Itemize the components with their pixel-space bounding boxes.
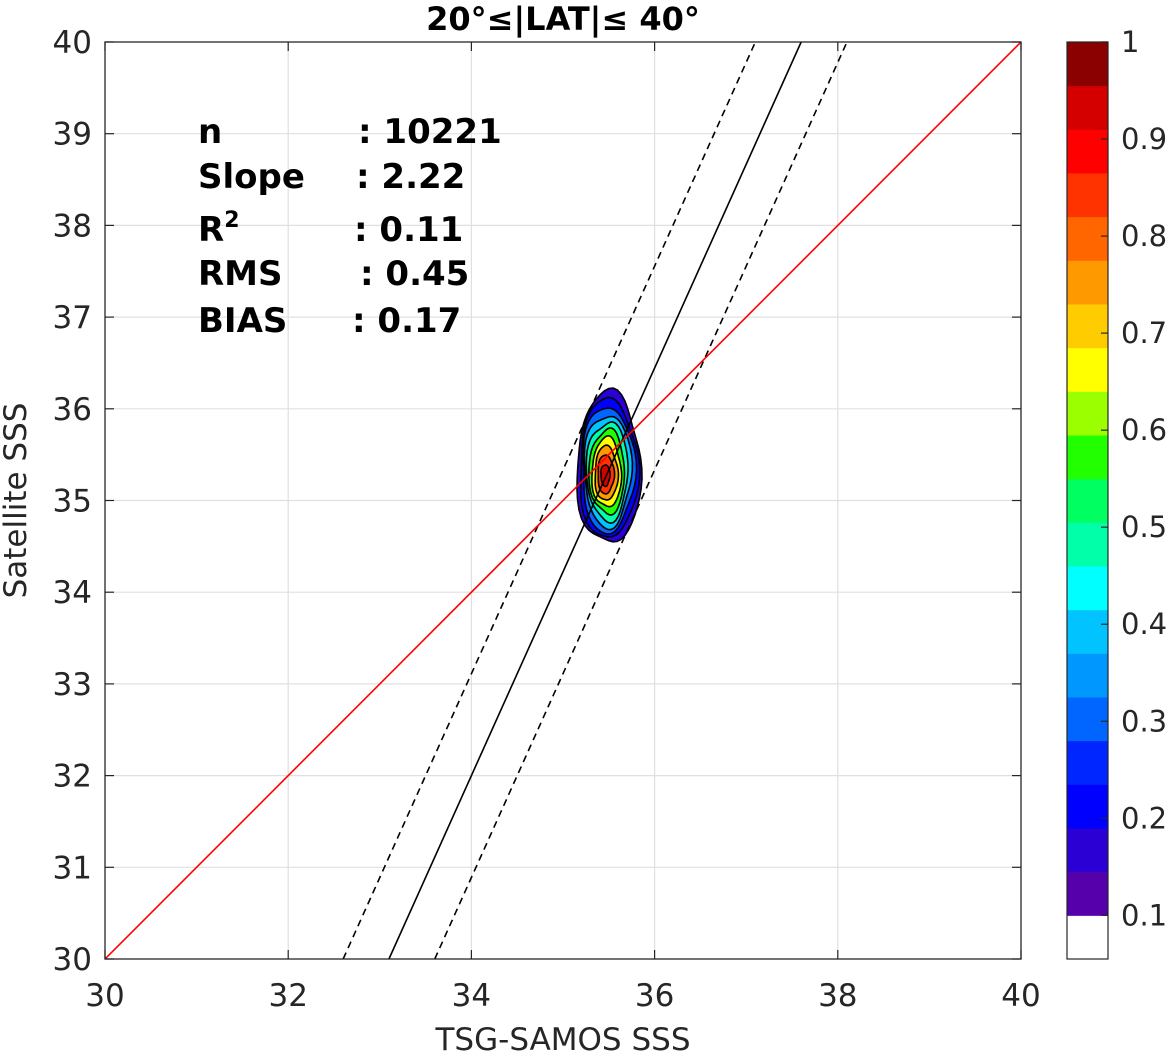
stat-label: RMS: [198, 254, 283, 294]
stat-label: n: [198, 112, 222, 152]
colorbar-segment: [1067, 173, 1108, 218]
stats-annotation: n : 10221 Slope : 2.22 R2 : 0.11 RMS : 0.45 BIAS…: [198, 112, 502, 341]
colorbar-tick-label: 0.6: [1121, 413, 1167, 447]
x-tick-label: 34: [452, 978, 491, 1014]
x-tick-labels: 30 32 34 36 38 40: [85, 978, 1040, 1014]
colorbar: 0.1 0.2 0.3 0.4 0.5 0.6 0.7 0.8 0.9 1: [1066, 25, 1167, 960]
y-tick-label: 34: [53, 575, 92, 611]
colorbar-segment: [1067, 391, 1108, 436]
y-tick-label: 32: [53, 759, 92, 795]
colorbar-segment: [1067, 609, 1108, 654]
colorbar-segment: [1067, 216, 1108, 261]
y-tick-label: 38: [53, 208, 92, 244]
stat-label: BIAS: [198, 301, 287, 341]
y-tick-label: 31: [53, 850, 92, 886]
colorbar-segment: [1067, 478, 1108, 523]
colorbar-segment: [1067, 697, 1108, 742]
stat-value: : 2.22: [356, 157, 465, 197]
y-tick-label: 40: [53, 25, 92, 61]
x-tick-label: 38: [818, 978, 857, 1014]
colorbar-tick-label: 0.9: [1121, 122, 1167, 156]
colorbar-tick-label: 0.1: [1121, 898, 1167, 932]
grid: [105, 42, 1021, 959]
colorbar-segment: [1067, 566, 1108, 611]
x-tick-label: 30: [85, 978, 124, 1014]
stat-label: Slope: [198, 157, 305, 197]
colorbar-segment: [1067, 828, 1108, 873]
stat-value: : 0.17: [352, 301, 461, 341]
colorbar-segment: [1067, 85, 1108, 130]
colorbar-segment: [1067, 915, 1108, 960]
stat-value: : 0.11: [354, 210, 463, 250]
chart-title: 20°≤|LAT|≤ 40°: [426, 0, 700, 39]
y-tick-label: 37: [53, 300, 92, 336]
colorbar-segment: [1067, 435, 1108, 480]
colorbar-frame: [1066, 41, 1109, 960]
stat-label: R2: [198, 208, 240, 250]
colorbar-segment: [1067, 304, 1108, 349]
fit-lines: [105, 42, 1021, 959]
x-tick-label: 32: [268, 978, 307, 1014]
stat-value: : 10221: [358, 112, 502, 152]
y-axis-label: Satellite SSS: [0, 403, 34, 599]
stat-label-superscript: 2: [224, 208, 239, 233]
colorbar-tick-label: 0.2: [1121, 801, 1167, 835]
colorbar-segment: [1067, 347, 1108, 392]
x-axis-label: TSG-SAMOS SSS: [435, 1022, 691, 1055]
axes: [104, 41, 1022, 960]
colorbar-segment: [1067, 653, 1108, 698]
colorbar-segment: [1067, 871, 1108, 916]
one-to-one-line: [105, 42, 1021, 959]
colorbar-tick-label: 0.4: [1121, 607, 1167, 641]
y-tick-label: 36: [53, 392, 92, 428]
colorbar-segment: [1067, 740, 1108, 785]
y-tick-label: 35: [53, 484, 92, 520]
colorbar-tick-label: 0.3: [1121, 704, 1167, 738]
y-tick-label: 33: [53, 667, 92, 703]
x-tick-label: 40: [1001, 978, 1040, 1014]
colorbar-tick-label: 0.8: [1121, 219, 1167, 253]
colorbar-segment: [1067, 784, 1108, 829]
x-tick-label: 36: [635, 978, 674, 1014]
colorbar-segment: [1067, 129, 1108, 174]
stat-value: : 0.45: [360, 254, 469, 294]
colorbar-tick-label: 0.7: [1121, 316, 1167, 350]
regression-line: [388, 42, 802, 959]
colorbar-segment: [1067, 522, 1108, 567]
y-tick-label: 30: [53, 942, 92, 978]
colorbar-segment: [1067, 42, 1108, 87]
y-tick-labels: 30 31 32 33 34 35 36 37 38 39 40: [53, 25, 92, 978]
colorbar-tick-label: 1: [1121, 25, 1139, 59]
y-tick-label: 39: [53, 117, 92, 153]
colorbar-segment: [1067, 260, 1108, 305]
colorbar-tick-label: 0.5: [1121, 510, 1167, 544]
